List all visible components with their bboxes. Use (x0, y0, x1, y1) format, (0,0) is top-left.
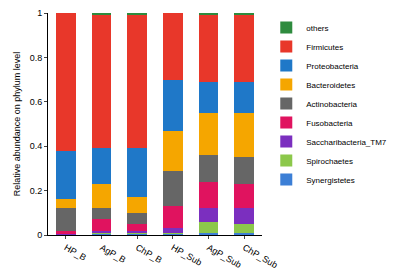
svg-text:0.6: 0.6 (30, 97, 43, 107)
svg-text:Saccharibacteria_TM7: Saccharibacteria_TM7 (306, 138, 387, 147)
svg-text:0.8: 0.8 (30, 53, 43, 63)
svg-text:others: others (306, 24, 328, 33)
svg-text:Fusobacteria: Fusobacteria (306, 119, 353, 128)
svg-text:Spirochaetes: Spirochaetes (306, 157, 353, 166)
svg-text:AgP_Sub: AgP_Sub (205, 242, 243, 270)
svg-text:HP_B: HP_B (63, 242, 88, 262)
svg-text:Actinobacteria: Actinobacteria (306, 100, 357, 109)
svg-text:ChP_B: ChP_B (134, 242, 164, 265)
svg-text:Relative abundance on phylum l: Relative abundance on phylum level (12, 52, 22, 197)
svg-text:1: 1 (37, 8, 42, 18)
svg-text:AgP_B: AgP_B (98, 242, 127, 265)
svg-text:Synergistetes: Synergistetes (306, 176, 354, 185)
svg-text:HP_Sub: HP_Sub (170, 242, 204, 267)
svg-text:0: 0 (37, 230, 42, 240)
svg-text:Proteobacteria: Proteobacteria (306, 62, 359, 71)
svg-text:Bacteroidetes: Bacteroidetes (306, 81, 355, 90)
svg-text:0.2: 0.2 (30, 186, 43, 196)
svg-text:0.4: 0.4 (30, 141, 43, 151)
svg-text:Firmicutes: Firmicutes (306, 43, 343, 52)
svg-text:ChP_Sub: ChP_Sub (241, 242, 279, 270)
